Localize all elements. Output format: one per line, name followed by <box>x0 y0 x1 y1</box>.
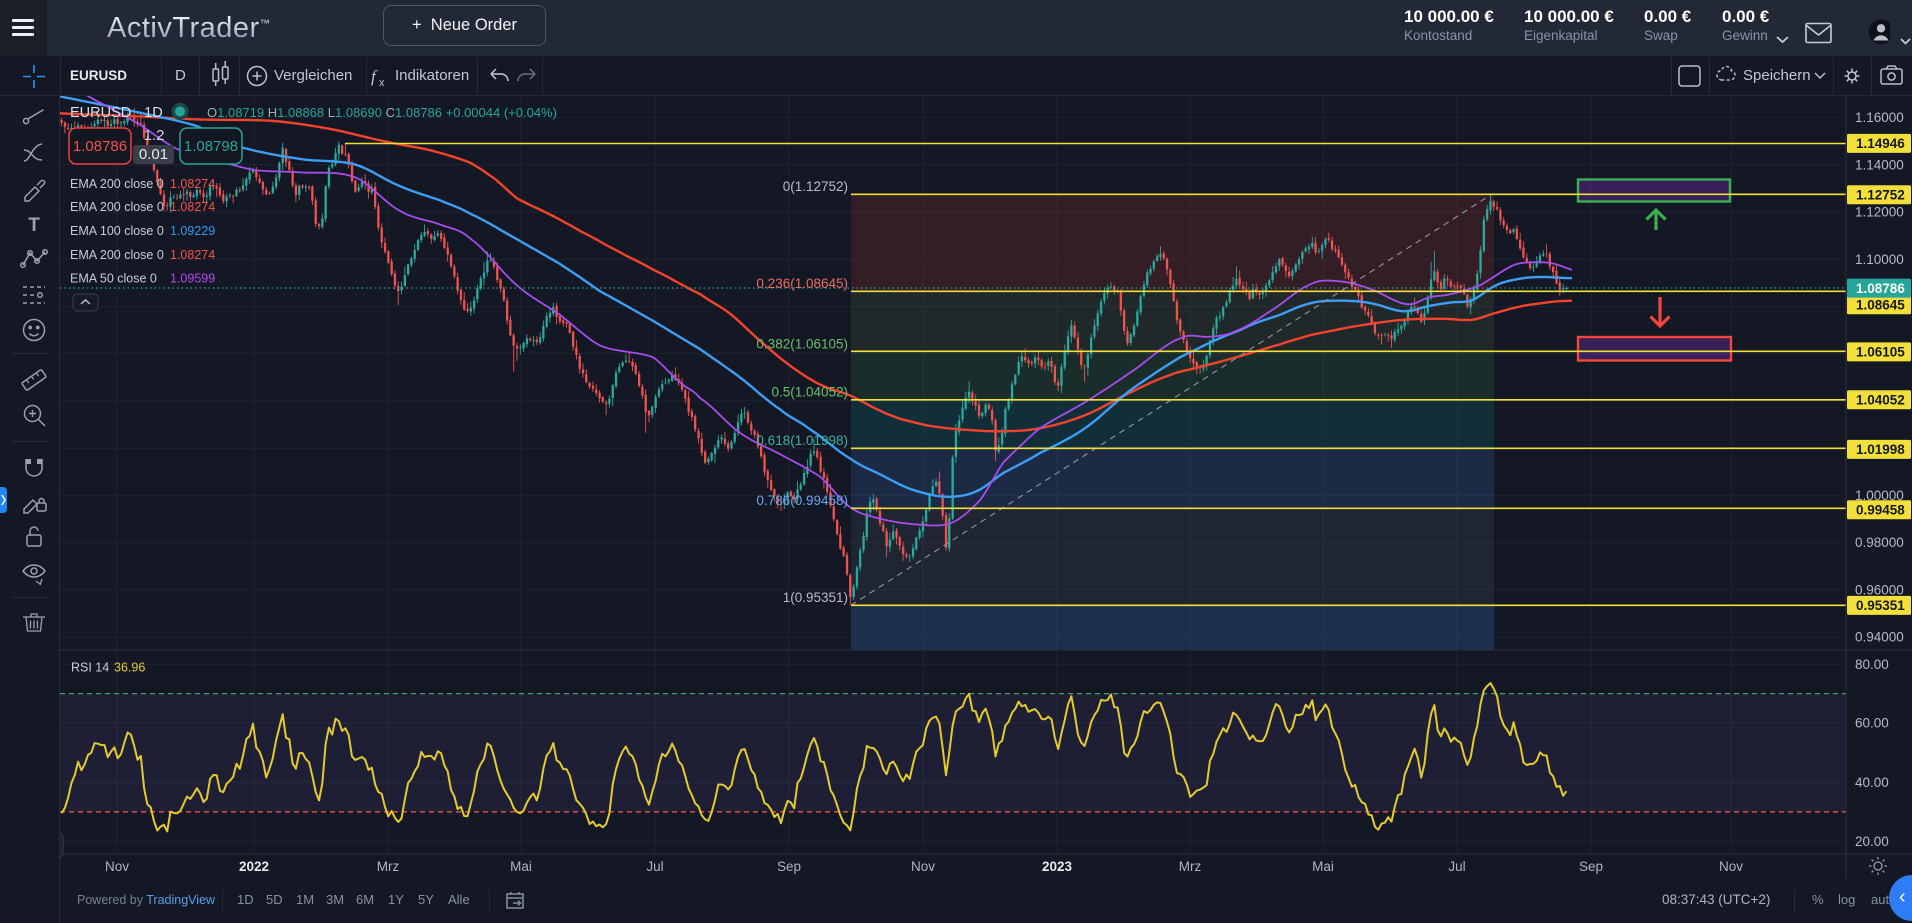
svg-text:Mai: Mai <box>510 859 532 874</box>
svg-text:EURUSD · 1D: EURUSD · 1D <box>70 105 163 121</box>
svg-text:O1.08719 H1.08868 L1.08690 C1.: O1.08719 H1.08868 L1.08690 C1.08786 +0.0… <box>207 105 557 120</box>
svg-text:Mrz: Mrz <box>377 859 400 874</box>
svg-text:0.5(1.04052): 0.5(1.04052) <box>771 385 848 400</box>
svg-text:0(1.12752): 0(1.12752) <box>783 179 848 194</box>
svg-text:x: x <box>379 77 385 89</box>
svg-text:1.2: 1.2 <box>144 127 165 144</box>
svg-text:1.08645: 1.08645 <box>1856 298 1905 313</box>
svg-text:1.00000: 1.00000 <box>1855 488 1904 503</box>
svg-text:1.14946: 1.14946 <box>1856 136 1905 151</box>
svg-text:0.382(1.06105): 0.382(1.06105) <box>756 336 848 351</box>
svg-text:1.08274: 1.08274 <box>170 177 215 191</box>
svg-text:1.04052: 1.04052 <box>1856 393 1905 408</box>
svg-text:EMA 200 close 0: EMA 200 close 0 <box>70 177 164 191</box>
svg-text:Jul: Jul <box>1448 859 1465 874</box>
svg-text:1.08274: 1.08274 <box>170 248 215 262</box>
svg-text:0.99458: 0.99458 <box>1856 503 1905 518</box>
svg-text:EMA 200 close 0: EMA 200 close 0 <box>70 200 164 214</box>
svg-text:Nov: Nov <box>911 859 935 874</box>
svg-text:36.96: 36.96 <box>114 661 145 675</box>
svg-text:RSI 14: RSI 14 <box>71 661 109 675</box>
svg-text:1.09599: 1.09599 <box>170 272 215 286</box>
svg-text:40.00: 40.00 <box>1855 775 1889 790</box>
svg-text:1.16000: 1.16000 <box>1855 110 1904 125</box>
svg-text:1.08786: 1.08786 <box>73 138 127 155</box>
svg-text:0.96000: 0.96000 <box>1855 582 1904 597</box>
svg-text:1.09229: 1.09229 <box>170 224 215 238</box>
svg-text:60.00: 60.00 <box>1855 715 1889 730</box>
svg-text:T: T <box>28 215 40 236</box>
svg-text:1.08798: 1.08798 <box>184 138 238 155</box>
svg-text:20.00: 20.00 <box>1855 834 1889 849</box>
svg-text:0.01: 0.01 <box>139 146 168 163</box>
svg-text:1.12000: 1.12000 <box>1855 205 1904 220</box>
svg-text:1.14000: 1.14000 <box>1855 157 1904 172</box>
svg-text:0.786(0.99458): 0.786(0.99458) <box>756 493 848 508</box>
svg-text:0.94000: 0.94000 <box>1855 630 1904 645</box>
svg-text:1.06105: 1.06105 <box>1856 345 1905 360</box>
svg-text:1.08274: 1.08274 <box>170 200 215 214</box>
svg-text:1.10000: 1.10000 <box>1855 252 1904 267</box>
svg-text:1.08786: 1.08786 <box>1856 281 1905 296</box>
svg-text:Sep: Sep <box>777 859 801 874</box>
svg-text:0.98000: 0.98000 <box>1855 535 1904 550</box>
svg-text:Nov: Nov <box>1719 859 1743 874</box>
svg-text:Mrz: Mrz <box>1179 859 1202 874</box>
svg-text:f: f <box>371 67 378 86</box>
svg-text:2022: 2022 <box>239 859 269 874</box>
svg-text:EMA 200 close 0: EMA 200 close 0 <box>70 248 164 262</box>
svg-text:Mai: Mai <box>1312 859 1334 874</box>
svg-text:1.01998: 1.01998 <box>1856 442 1905 457</box>
svg-text:80.00: 80.00 <box>1855 657 1889 672</box>
svg-text:0.95351: 0.95351 <box>1856 598 1905 613</box>
svg-text:2023: 2023 <box>1042 859 1073 874</box>
svg-text:EMA 50 close 0: EMA 50 close 0 <box>70 272 157 286</box>
svg-text:Sep: Sep <box>1579 859 1603 874</box>
svg-text:EMA 100 close 0: EMA 100 close 0 <box>70 224 164 238</box>
svg-text:Jul: Jul <box>646 859 663 874</box>
svg-text:1.12752: 1.12752 <box>1856 188 1905 203</box>
svg-text:Nov: Nov <box>105 859 129 874</box>
svg-text:0.236(1.08645): 0.236(1.08645) <box>756 276 848 291</box>
svg-text:0.618(1.01998): 0.618(1.01998) <box>756 433 848 448</box>
svg-text:1(0.95351): 1(0.95351) <box>783 590 848 605</box>
